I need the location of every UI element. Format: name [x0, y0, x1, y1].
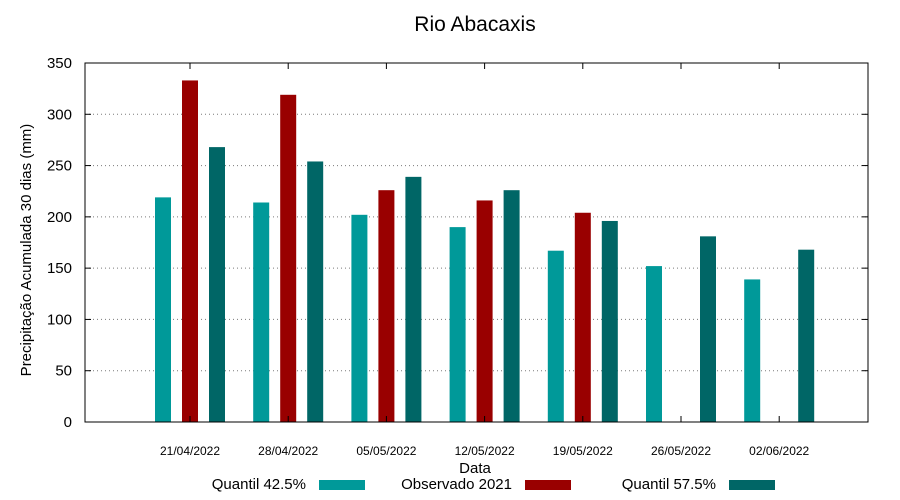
bar	[476, 200, 493, 422]
legend-label: Quantil 57.5%	[622, 476, 716, 493]
bar	[307, 161, 324, 422]
bar	[798, 249, 815, 422]
y-tick-label: 250	[47, 158, 72, 175]
y-axis-label: Precipitação Acumulada 30 dias (mm)	[18, 124, 35, 377]
bar	[646, 266, 662, 422]
y-tick-label: 200	[47, 209, 72, 226]
legend-swatch	[525, 480, 571, 490]
bar	[547, 250, 564, 422]
y-tick-label: 350	[47, 55, 72, 72]
bar	[378, 190, 395, 422]
legend-swatch	[729, 480, 775, 490]
grid-lines	[85, 113, 868, 372]
bar	[449, 227, 466, 422]
x-tick-label: 02/06/2022	[749, 444, 809, 458]
plot-frame	[84, 62, 869, 423]
legend: Quantil 42.5% Observado 2021 Quantil 57.5%	[212, 476, 775, 493]
bar	[700, 236, 716, 422]
bar	[280, 94, 297, 422]
x-tick-label: 12/05/2022	[455, 444, 515, 458]
chart-title: Rio Abacaxis	[414, 13, 535, 36]
y-axis-ticks: 0 50 100 150 200 250 300 350	[47, 55, 868, 431]
bar	[601, 220, 618, 422]
legend-label: Observado 2021	[401, 476, 512, 493]
y-tick-label: 50	[55, 363, 72, 380]
x-axis-ticks: 21/04/2022 28/04/2022 05/05/2022 12/05/2022…	[160, 63, 810, 458]
x-axis-label: Data	[459, 460, 491, 477]
legend-swatch	[319, 480, 365, 490]
bar	[574, 212, 591, 422]
x-tick-label: 26/05/2022	[651, 444, 711, 458]
bars	[155, 80, 815, 423]
x-tick-label: 21/04/2022	[160, 444, 220, 458]
bar	[182, 80, 198, 423]
x-tick-label: 19/05/2022	[553, 444, 613, 458]
bar	[155, 197, 171, 422]
y-tick-label: 150	[47, 260, 72, 277]
bar	[744, 279, 761, 422]
y-tick-label: 0	[64, 414, 72, 431]
bar	[503, 190, 520, 422]
bar	[209, 147, 225, 422]
x-tick-label: 28/04/2022	[258, 444, 318, 458]
y-tick-label: 100	[47, 311, 72, 328]
bar	[351, 214, 368, 422]
legend-label: Quantil 42.5%	[212, 476, 306, 493]
bar	[253, 202, 270, 422]
bar	[405, 176, 422, 422]
y-tick-label: 300	[47, 106, 72, 123]
x-tick-label: 05/05/2022	[356, 444, 416, 458]
